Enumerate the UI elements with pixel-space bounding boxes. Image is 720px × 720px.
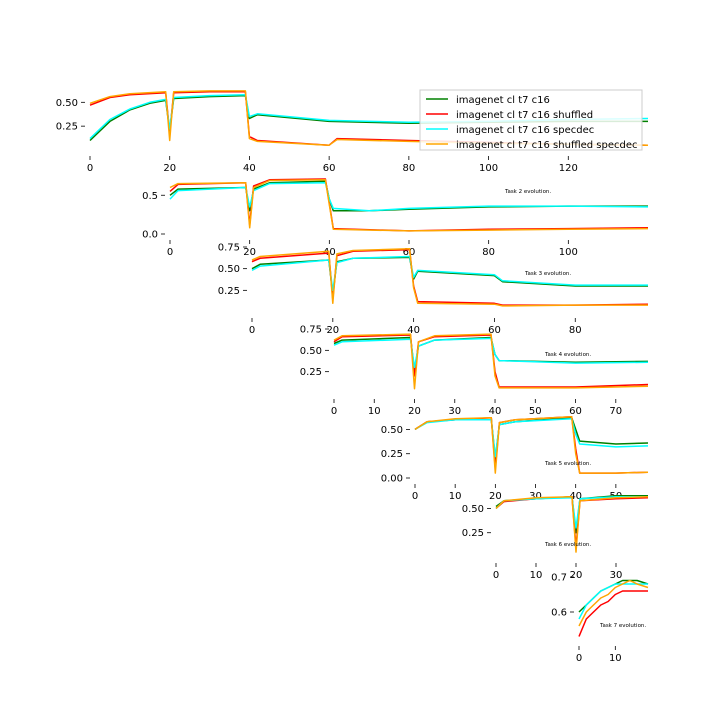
y-tick-label: 0.25 bbox=[218, 286, 240, 297]
y-tick-label: 0.75 bbox=[218, 243, 240, 254]
panel-annotation: Task 7 evolution. bbox=[599, 623, 646, 629]
x-tick-label: 30 bbox=[448, 406, 461, 417]
y-tick-label: 0.50 bbox=[56, 98, 78, 109]
legend-label-2: imagenet cl t7 c16 specdec bbox=[456, 125, 594, 136]
y-tick-label: 0.50 bbox=[300, 346, 322, 357]
legend-label-3: imagenet cl t7 c16 shuffled specdec bbox=[456, 140, 638, 151]
y-tick-label: 0.25 bbox=[300, 367, 322, 378]
series-line-4 bbox=[333, 333, 649, 390]
panel-annotation: Task 5 evolution. bbox=[544, 461, 591, 467]
series-line-1 bbox=[251, 256, 648, 296]
x-tick-label: 0 bbox=[249, 325, 255, 336]
x-tick-label: 30 bbox=[610, 570, 623, 581]
x-tick-label: 40 bbox=[407, 325, 420, 336]
y-tick-label: 0.50 bbox=[462, 504, 484, 515]
x-tick-label: 0 bbox=[412, 491, 418, 502]
series-line-4 bbox=[578, 579, 649, 627]
series-line-4 bbox=[169, 179, 649, 232]
legend: imagenet cl t7 c16 imagenet cl t7 c16 sh… bbox=[419, 89, 643, 151]
x-tick-label: 40 bbox=[243, 163, 256, 174]
y-tick-label: 0.6 bbox=[551, 608, 567, 619]
x-tick-label: 80 bbox=[482, 247, 495, 258]
y-tick-label: 0.50 bbox=[218, 264, 240, 275]
x-tick-label: 20 bbox=[489, 491, 502, 502]
x-tick-label: 10 bbox=[530, 570, 543, 581]
y-tick-label: 0.25 bbox=[381, 449, 403, 460]
y-tick-label: 0.50 bbox=[381, 425, 403, 436]
x-tick-label: 20 bbox=[570, 570, 583, 581]
x-tick-label: 120 bbox=[559, 163, 578, 174]
x-tick-label: 60 bbox=[569, 406, 582, 417]
x-tick-label: 80 bbox=[569, 325, 582, 336]
series-line-3 bbox=[578, 583, 648, 620]
legend-frame bbox=[419, 89, 643, 151]
series-line-4 bbox=[251, 247, 648, 307]
x-tick-label: 10 bbox=[609, 653, 622, 664]
y-tick-label: 0.7 bbox=[551, 573, 567, 584]
x-tick-label: 20 bbox=[326, 325, 339, 336]
series-line-1 bbox=[333, 336, 649, 373]
panel-3: 0 20 40 60 80 0.25 0.50 0.75 Task 3 evolution. bbox=[218, 243, 649, 336]
x-tick-label: 0 bbox=[576, 653, 582, 664]
panel-annotation: Task 6 evolution. bbox=[544, 542, 591, 548]
x-tick-label: 60 bbox=[403, 247, 416, 258]
x-tick-label: 0 bbox=[87, 163, 93, 174]
x-tick-label: 20 bbox=[163, 163, 176, 174]
series-line-2 bbox=[414, 416, 649, 474]
series-line-2 bbox=[251, 248, 649, 306]
x-tick-label: 10 bbox=[449, 491, 462, 502]
series-line-3 bbox=[414, 417, 649, 458]
y-tick-label: 0.00 bbox=[381, 474, 403, 485]
x-tick-label: 100 bbox=[479, 163, 498, 174]
y-tick-label: 0.25 bbox=[462, 528, 484, 539]
x-tick-label: 0 bbox=[167, 247, 173, 258]
panel-6: 0 10 20 30 0.25 0.50 Task 6 evolution. bbox=[462, 495, 649, 581]
x-tick-label: 60 bbox=[488, 325, 501, 336]
x-tick-label: 30 bbox=[529, 491, 542, 502]
panel-annotation: Task 3 evolution. bbox=[524, 271, 571, 277]
x-tick-label: 60 bbox=[323, 163, 336, 174]
x-tick-label: 40 bbox=[489, 406, 502, 417]
x-tick-label: 100 bbox=[559, 247, 578, 258]
x-tick-label: 50 bbox=[529, 406, 542, 417]
y-tick-label: 0.25 bbox=[56, 122, 78, 133]
panel-annotation: Task 2 evolution. bbox=[504, 189, 551, 195]
x-tick-label: 40 bbox=[569, 491, 582, 502]
panel-annotation: Task 4 evolution. bbox=[544, 352, 591, 358]
y-tick-label: 0.5 bbox=[142, 191, 158, 202]
series-line-1 bbox=[414, 417, 649, 460]
legend-label-1: imagenet cl t7 c16 shuffled bbox=[456, 110, 593, 121]
panel-4: 0 10 20 30 40 50 60 70 0.25 0.50 0.75 Task 4 evolut… bbox=[300, 325, 649, 417]
x-tick-label: 20 bbox=[243, 247, 256, 258]
x-tick-label: 0 bbox=[493, 570, 499, 581]
series-line-2 bbox=[333, 334, 649, 388]
x-tick-label: 70 bbox=[609, 406, 622, 417]
x-tick-label: 20 bbox=[408, 406, 421, 417]
legend-label-0: imagenet cl t7 c16 bbox=[456, 95, 550, 106]
series-line-4 bbox=[495, 496, 649, 553]
x-tick-label: 10 bbox=[368, 406, 381, 417]
y-tick-label: 0.75 bbox=[300, 325, 322, 336]
panel-7: 0 10 0.6 0.7 Task 7 evolution. bbox=[551, 573, 649, 664]
series-line-3 bbox=[333, 337, 649, 369]
x-tick-label: 80 bbox=[402, 163, 415, 174]
series-line-3 bbox=[169, 182, 649, 212]
series-line-4 bbox=[414, 416, 649, 474]
series-line-2 bbox=[169, 178, 649, 232]
x-tick-label: 0 bbox=[331, 406, 337, 417]
y-tick-label: 0.0 bbox=[142, 230, 158, 241]
series-line-2 bbox=[578, 590, 648, 637]
